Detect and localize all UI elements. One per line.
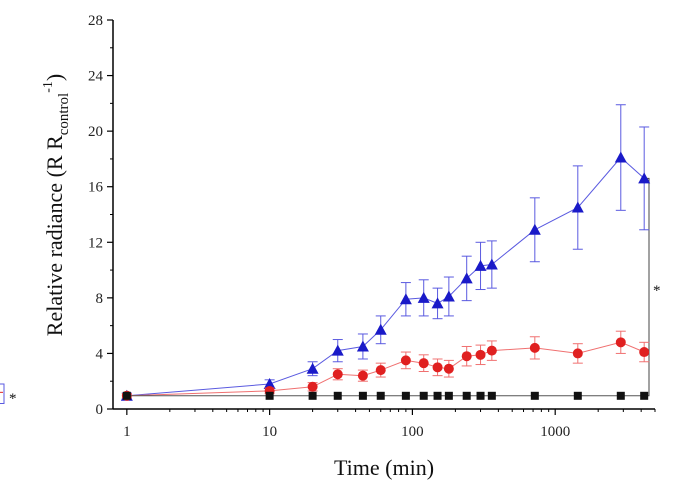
y-tick-label: 28 — [88, 13, 103, 29]
data-point-square — [444, 391, 453, 400]
data-point-triangle — [485, 258, 498, 270]
ticks-layer: 0 4 8 12 16 20 24 28 1 10 100 1000 — [88, 13, 656, 440]
data-point-circle — [615, 337, 626, 348]
significance-star: * — [9, 391, 17, 407]
data-point-circle — [332, 369, 343, 380]
data-point-circle — [572, 348, 583, 359]
data-point-triangle — [331, 344, 344, 356]
y-tick-label: 0 — [96, 402, 104, 418]
y-axis-title-main: Relative radiance (R R — [42, 135, 67, 336]
data-point-triangle — [263, 377, 276, 389]
data-point-square — [433, 391, 442, 400]
data-point-square — [358, 391, 367, 400]
y-axis-title-sup: -1 — [41, 81, 56, 93]
y-tick-label: 24 — [88, 69, 104, 85]
y-tick-label: 20 — [88, 124, 103, 140]
y-axis-title-sub: control — [56, 93, 72, 136]
data-point-square — [616, 391, 625, 400]
data-point-triangle — [306, 362, 319, 374]
x-axis-title: Time (min) — [334, 455, 434, 480]
data-point-square — [530, 391, 539, 400]
data-point-square — [640, 391, 649, 400]
data-point-triangle — [614, 151, 627, 163]
data-point-square — [487, 391, 496, 400]
data-point-triangle — [460, 272, 473, 284]
data-point-triangle — [417, 291, 430, 303]
y-tick-label: 4 — [96, 346, 104, 362]
data-point-square — [419, 391, 428, 400]
data-point-triangle — [399, 293, 412, 305]
data-point-triangle — [638, 172, 651, 184]
bracket-line — [641, 177, 650, 397]
data-point-square — [122, 391, 131, 400]
data-point-triangle — [474, 259, 487, 271]
data-point-triangle — [571, 201, 584, 213]
y-tick-label: 16 — [88, 180, 104, 196]
data-point-circle — [486, 345, 497, 356]
series-layer — [120, 104, 651, 401]
data-point-square — [476, 391, 485, 400]
x-tick-label: 1 — [123, 424, 131, 440]
significance-star: * — [653, 283, 661, 299]
y-axis-title: Relative radiance (R Rcontrol-1) — [41, 74, 72, 336]
x-tick-label: 1000 — [540, 424, 570, 440]
x-tick-label: 100 — [401, 424, 424, 440]
series-square — [122, 391, 649, 400]
data-point-triangle — [528, 223, 541, 235]
data-point-square — [265, 391, 274, 400]
data-point-circle — [529, 342, 540, 353]
data-point-circle — [307, 381, 318, 392]
data-point-triangle — [356, 340, 369, 352]
bracket-line — [0, 383, 5, 404]
data-point-triangle — [442, 290, 455, 302]
series-circle — [121, 330, 650, 401]
series-triangle — [120, 104, 651, 401]
y-axis-title-close: ) — [42, 74, 67, 81]
y-tick-label: 12 — [88, 235, 103, 251]
data-point-square — [573, 391, 582, 400]
data-point-circle — [418, 358, 429, 369]
data-point-circle — [357, 370, 368, 381]
x-tick-label: 10 — [262, 424, 277, 440]
data-point-circle — [375, 365, 386, 376]
series-line — [126, 156, 645, 397]
data-point-circle — [461, 351, 472, 362]
significance-bracket-left: * — [0, 383, 17, 407]
data-point-triangle — [374, 323, 387, 335]
data-point-square — [401, 391, 410, 400]
data-point-square — [462, 391, 471, 400]
data-point-circle — [443, 363, 454, 374]
data-point-square — [376, 391, 385, 400]
data-point-circle — [639, 347, 650, 358]
data-point-circle — [475, 349, 486, 360]
y-tick-label: 8 — [96, 291, 104, 307]
data-point-triangle — [431, 297, 444, 309]
data-point-square — [308, 391, 317, 400]
data-point-circle — [432, 362, 443, 373]
data-point-square — [333, 391, 342, 400]
data-point-circle — [400, 355, 411, 366]
